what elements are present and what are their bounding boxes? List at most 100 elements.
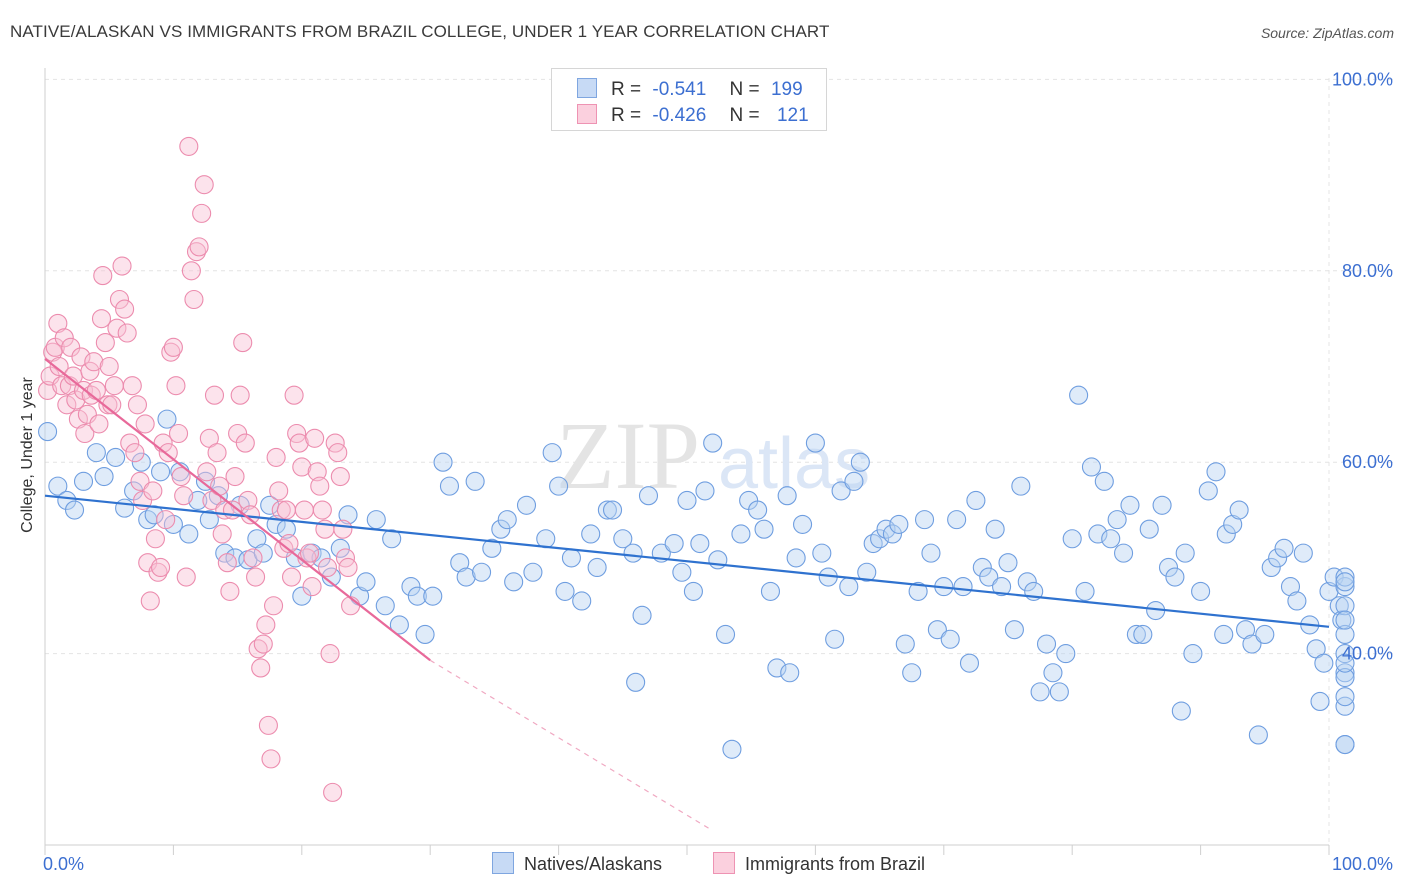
data-point <box>145 529 165 549</box>
data-point <box>305 428 325 448</box>
data-point <box>207 443 227 463</box>
data-point <box>228 423 248 444</box>
data-point <box>73 471 94 491</box>
series-immigrants-from-brazil <box>38 136 361 802</box>
data-point <box>850 452 870 472</box>
data-point <box>748 500 768 520</box>
data-point <box>284 385 304 405</box>
data-point <box>1274 538 1294 558</box>
data-point <box>235 433 255 453</box>
y-tick-label: 80.0% <box>1342 261 1393 281</box>
data-point <box>179 136 199 156</box>
data-point <box>66 390 86 410</box>
data-point <box>602 500 623 520</box>
data-point <box>555 581 575 601</box>
data-point <box>195 471 216 491</box>
data-point <box>882 524 902 544</box>
data-point <box>401 577 421 597</box>
data-point <box>1310 691 1330 712</box>
data-point <box>57 395 77 415</box>
legend-swatch-pink <box>577 104 597 124</box>
data-point <box>1158 557 1179 578</box>
data-point <box>192 203 212 223</box>
data-point <box>125 443 145 463</box>
data-point <box>238 490 258 511</box>
data-point <box>1206 462 1226 482</box>
data-point <box>1255 624 1275 645</box>
bottom-legend-label: Natives/Alaskans <box>524 854 663 874</box>
data-point <box>1075 581 1095 601</box>
data-point <box>1268 548 1288 568</box>
tick-labels: 40.0% 60.0% 80.0% 100.0% 0.0% 100.0% <box>43 69 1393 874</box>
data-point <box>38 422 58 442</box>
data-point <box>382 529 402 549</box>
data-point <box>805 433 825 453</box>
data-point <box>1107 510 1127 530</box>
data-point <box>281 567 302 587</box>
data-point <box>1293 543 1313 563</box>
data-point <box>966 490 986 511</box>
data-point <box>613 529 633 549</box>
data-point <box>1011 476 1031 496</box>
data-point <box>171 467 191 487</box>
data-point <box>1261 557 1281 578</box>
data-point <box>122 376 142 396</box>
data-point <box>1049 682 1069 702</box>
legend-r-value: -0.426 <box>652 105 707 126</box>
data-point <box>1081 457 1102 477</box>
data-point <box>870 529 890 549</box>
data-point <box>839 577 859 597</box>
data-point <box>831 481 851 501</box>
data-point <box>188 490 208 511</box>
data-point <box>75 423 95 444</box>
data-point <box>181 261 201 281</box>
data-point <box>433 452 453 472</box>
data-point <box>294 500 314 520</box>
data-point <box>825 629 845 649</box>
data-point <box>57 490 77 511</box>
data-point <box>323 782 343 802</box>
data-point <box>1165 567 1185 587</box>
legend-row-brazil: R = -0.426 N = 121 <box>577 104 809 128</box>
data-point <box>89 414 109 434</box>
data-point <box>450 553 470 573</box>
data-point <box>1094 471 1114 491</box>
data-point <box>959 653 980 673</box>
data-point <box>230 385 250 405</box>
y-tick-label: 100.0% <box>1332 69 1393 89</box>
data-point <box>1335 687 1355 707</box>
data-point <box>253 634 273 654</box>
data-point <box>317 557 338 578</box>
data-point <box>947 510 967 530</box>
data-point <box>985 519 1005 539</box>
data-point <box>184 289 204 310</box>
data-point <box>491 519 511 539</box>
data-point <box>760 581 781 601</box>
data-point <box>1280 577 1301 597</box>
data-point <box>311 548 331 568</box>
data-point <box>338 557 358 578</box>
data-point <box>197 462 217 482</box>
legend-r-value: -0.541 <box>652 79 707 100</box>
data-point <box>1324 567 1344 587</box>
data-point <box>1191 581 1211 601</box>
data-point <box>1069 385 1089 405</box>
data-point <box>632 605 652 625</box>
legend: R = -0.541 N = 199 R = -0.426 N = 121 <box>551 68 827 131</box>
data-point <box>1043 663 1063 683</box>
data-point <box>683 581 703 601</box>
data-point <box>1335 577 1355 597</box>
chart-title: NATIVE/ALASKAN VS IMMIGRANTS FROM BRAZIL… <box>10 22 830 41</box>
data-point <box>1152 495 1172 515</box>
data-point <box>780 663 800 683</box>
data-point <box>1101 529 1121 549</box>
data-point <box>61 337 81 357</box>
data-point <box>482 538 502 558</box>
data-point <box>168 423 189 444</box>
legend-n-value: 199 <box>770 79 803 100</box>
bottom-legend-natives: Natives/Alaskans <box>492 852 662 875</box>
data-point <box>561 548 581 568</box>
data-point <box>163 337 183 357</box>
data-point <box>179 524 199 544</box>
